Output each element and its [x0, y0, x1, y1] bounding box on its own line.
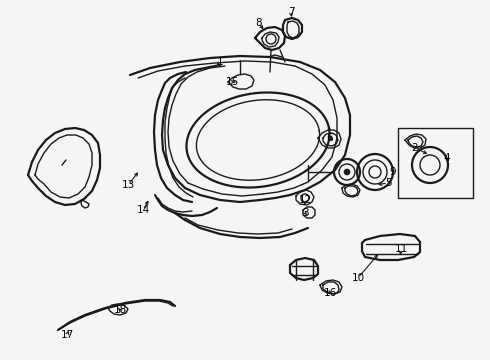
- Text: 17: 17: [60, 330, 74, 340]
- Bar: [398, 128, 473, 198]
- Text: 4: 4: [443, 153, 450, 163]
- Text: 12: 12: [298, 195, 312, 205]
- Text: 6: 6: [327, 133, 333, 143]
- Text: 3: 3: [302, 208, 308, 218]
- Text: 18: 18: [113, 305, 126, 315]
- Text: 16: 16: [323, 288, 337, 298]
- Text: 15: 15: [225, 77, 239, 87]
- Text: 11: 11: [394, 244, 408, 254]
- Text: 14: 14: [136, 205, 149, 215]
- Text: 13: 13: [122, 180, 135, 190]
- Text: 2: 2: [412, 143, 418, 153]
- Text: 8: 8: [256, 18, 262, 28]
- Text: 5: 5: [385, 178, 392, 188]
- Circle shape: [344, 169, 350, 175]
- Text: 9: 9: [390, 167, 396, 177]
- Text: 7: 7: [288, 7, 294, 17]
- Text: 10: 10: [351, 273, 365, 283]
- Text: 1: 1: [217, 57, 223, 67]
